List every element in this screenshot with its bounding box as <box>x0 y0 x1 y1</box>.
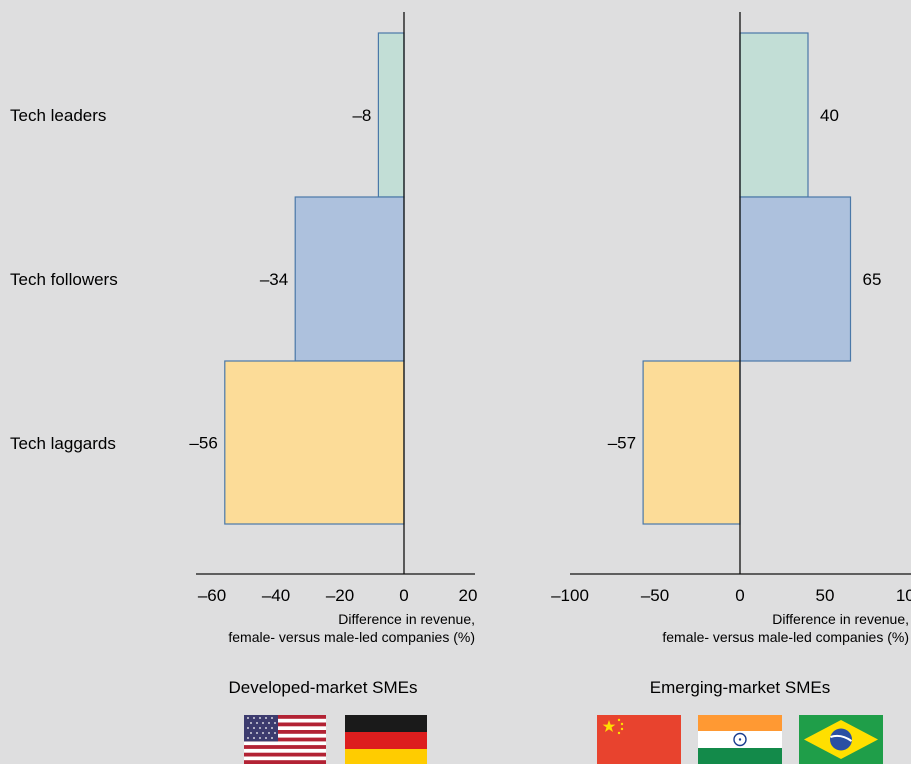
category-labels: Tech leaders Tech followers Tech laggard… <box>10 106 118 453</box>
developed-bar-tech-followers <box>294 196 405 362</box>
developed-tick-labels: –60 –40 –20 0 20 <box>198 586 478 605</box>
emerging-tick-label: 50 <box>816 586 835 605</box>
developed-tick-label: 20 <box>459 586 478 605</box>
developed-tick-label: 0 <box>399 586 408 605</box>
developed-axis-title-line1: Difference in revenue, <box>338 611 475 627</box>
emerging-value-label-tech-followers: 65 <box>863 270 882 289</box>
emerging-bars: 40 65 –57 <box>608 32 882 525</box>
emerging-market-panel: 40 65 –57 –100 –50 0 50 100 Difference in reve… <box>551 12 911 764</box>
united-states-flag <box>244 715 326 764</box>
emerging-bar-tech-followers <box>739 196 852 362</box>
developed-value-label-tech-laggards: –56 <box>189 434 217 453</box>
developed-bars: –8 –34 –56 <box>189 32 405 525</box>
emerging-axis-title-line2: female- versus male-led companies (%) <box>662 629 909 645</box>
emerging-bar-tech-leaders <box>739 32 809 198</box>
emerging-tick-labels: –100 –50 0 50 100 <box>551 586 911 605</box>
developed-panel-title: Developed-market SMEs <box>229 678 418 697</box>
emerging-tick-label: –50 <box>641 586 669 605</box>
china-flag <box>597 715 681 764</box>
category-label-tech-leaders: Tech leaders <box>10 106 106 125</box>
developed-bar-tech-leaders <box>377 32 405 198</box>
emerging-bar-tech-laggards <box>642 360 741 525</box>
category-label-tech-followers: Tech followers <box>10 270 118 289</box>
developed-tick-label: –60 <box>198 586 226 605</box>
category-label-tech-laggards: Tech laggards <box>10 434 116 453</box>
developed-axis-title-line2: female- versus male-led companies (%) <box>228 629 475 645</box>
developed-value-label-tech-leaders: –8 <box>352 106 371 125</box>
emerging-value-label-tech-leaders: 40 <box>820 106 839 125</box>
emerging-tick-label: 100 <box>896 586 911 605</box>
emerging-panel-title: Emerging-market SMEs <box>650 678 830 697</box>
developed-bar-tech-laggards <box>224 360 405 525</box>
developed-market-panel: –8 –34 –56 –60 –40 –20 0 20 Difference in reve… <box>189 12 477 764</box>
emerging-axis-title-line1: Difference in revenue, <box>772 611 909 627</box>
india-flag <box>698 715 782 764</box>
developed-tick-label: –40 <box>262 586 290 605</box>
brazil-flag <box>799 715 883 764</box>
germany-flag <box>345 715 427 764</box>
developed-tick-label: –20 <box>326 586 354 605</box>
emerging-tick-label: –100 <box>551 586 589 605</box>
emerging-value-label-tech-laggards: –57 <box>608 434 636 453</box>
developed-value-label-tech-followers: –34 <box>260 270 288 289</box>
emerging-tick-label: 0 <box>735 586 744 605</box>
